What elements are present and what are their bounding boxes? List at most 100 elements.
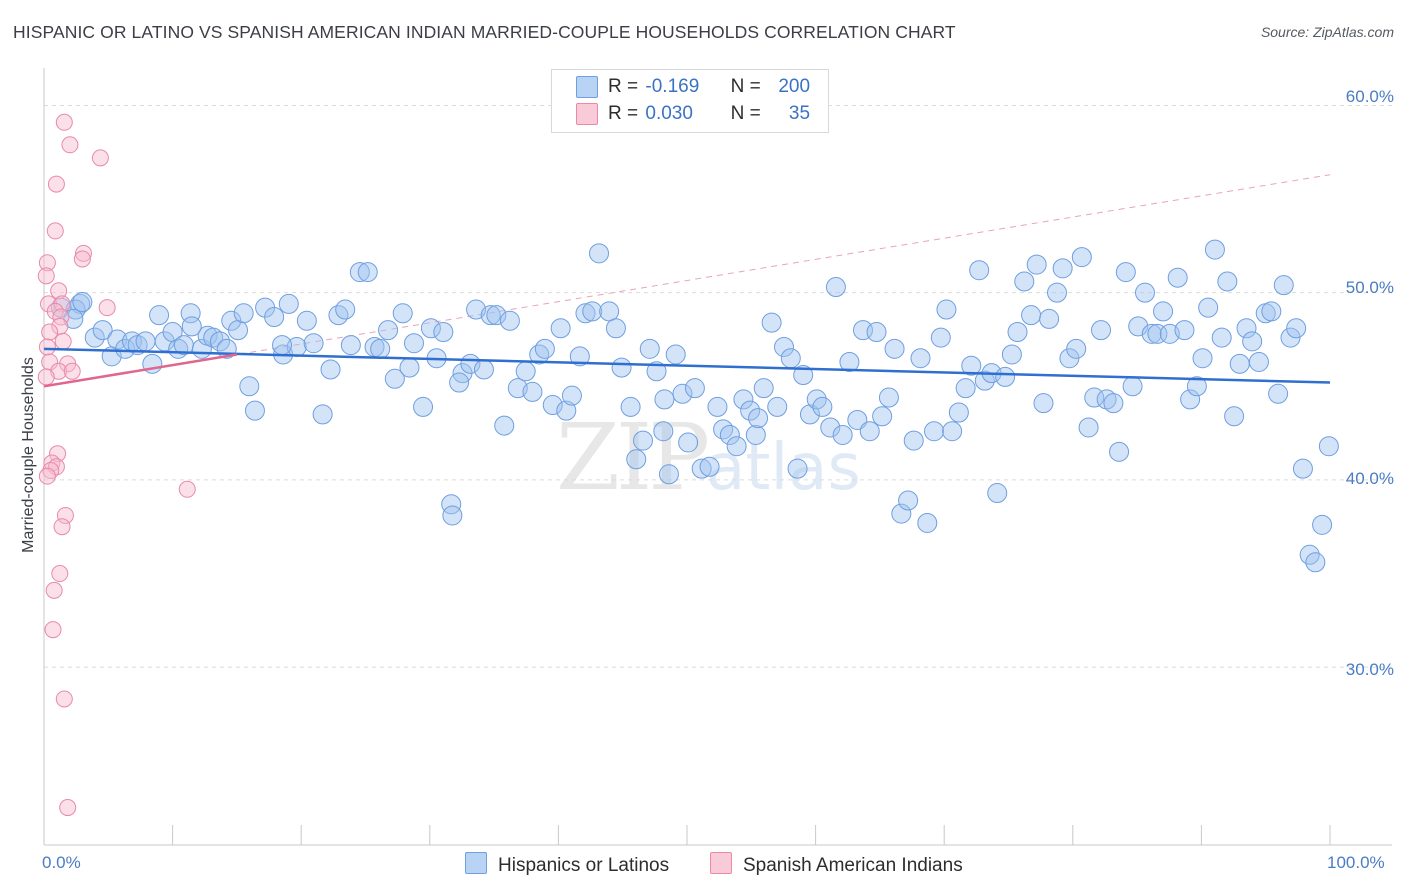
y-tick-label-50: 50.0% <box>1345 278 1394 297</box>
hispanic-point <box>328 305 349 326</box>
hispanic-point <box>969 260 990 281</box>
spanish-american-indian-point <box>74 244 92 262</box>
hispanic-point <box>1167 267 1188 288</box>
y-tick-label-60: 60.0% <box>1345 87 1394 106</box>
hispanic-point <box>678 432 699 453</box>
x-tick-label-0: 0.0% <box>42 853 81 872</box>
hispanic-point <box>872 406 893 427</box>
hispanic-point <box>1312 514 1333 535</box>
hispanic-point <box>72 292 93 313</box>
spanish-american-indian-point <box>50 282 68 300</box>
hispanic-point <box>1091 320 1112 341</box>
hispanic-point <box>181 316 202 337</box>
hispanic-point <box>832 424 853 445</box>
hispanic-point <box>866 321 887 342</box>
spanish-american-indian-point <box>37 267 55 285</box>
hispanic-point <box>626 449 647 470</box>
spanish-american-indian-point <box>37 368 55 386</box>
hispanic-point <box>793 365 814 386</box>
r-value: -0.169 <box>645 76 700 98</box>
hispanic-point <box>1280 327 1301 348</box>
bottom-legend-hispanic: Hispanics or Latinos <box>465 852 669 877</box>
hispanic-point <box>1211 327 1232 348</box>
pink-swatch <box>576 103 598 125</box>
spanish-american-indian-point <box>52 308 70 326</box>
hispanic-point <box>384 368 405 389</box>
hispanic-point <box>433 321 454 342</box>
hispanic-point <box>1229 353 1250 374</box>
hispanic-point <box>529 344 550 365</box>
hispanic-point <box>774 336 795 357</box>
hispanic-point <box>799 404 820 425</box>
hispanic-point <box>948 402 969 423</box>
hispanic-point <box>672 383 693 404</box>
hispanic-point <box>1001 344 1022 365</box>
hispanic-point <box>1047 282 1068 303</box>
chart-title: HISPANIC OR LATINO VS SPANISH AMERICAN I… <box>13 22 956 42</box>
hispanic-point <box>1066 338 1087 359</box>
hispanic-point <box>1115 262 1136 283</box>
hispanic-point <box>1318 436 1339 457</box>
hispanic-point <box>745 424 766 445</box>
hispanic-point <box>522 381 543 402</box>
hispanic-point <box>691 458 712 479</box>
hispanic-point <box>1198 297 1219 318</box>
hispanic-point <box>1052 258 1073 279</box>
hispanic-point <box>1109 441 1130 462</box>
hispanic-point <box>726 436 747 457</box>
correlation-legend: R = -0.169 N = 200 R = 0.030 N = 35 <box>551 69 829 133</box>
hispanic-point <box>733 389 754 410</box>
hispanic-point <box>335 299 356 320</box>
pink-trend-line <box>43 353 238 388</box>
hispanic-point <box>1192 348 1213 369</box>
hispanic-point <box>974 370 995 391</box>
hispanic-point <box>209 331 230 352</box>
hispanic-point <box>1084 387 1105 408</box>
hispanic-point <box>1096 389 1117 410</box>
hispanic-point <box>233 303 254 324</box>
spanish-american-indian-point <box>45 581 63 599</box>
hispanic-point <box>442 505 463 526</box>
spanish-american-indian-point <box>54 332 72 350</box>
legend-row-spanish-american-indian: R = 0.030 N = 35 <box>576 103 810 125</box>
hispanic-point <box>357 262 378 283</box>
hispanic-point <box>92 320 113 341</box>
hispanic-point <box>719 424 740 445</box>
hispanic-point <box>296 310 317 331</box>
hispanic-point <box>1286 318 1307 339</box>
zipatlas-watermark: ZIPatlas <box>556 404 861 511</box>
hispanic-point <box>494 415 515 436</box>
hispanic-point <box>707 396 728 417</box>
hispanic-point <box>320 359 341 380</box>
hispanic-point <box>1014 271 1035 292</box>
spanish-american-indian-point <box>61 136 79 154</box>
hispanic-point <box>264 307 285 328</box>
spanish-american-indian-point <box>63 362 81 380</box>
hispanic-point <box>149 305 170 326</box>
hispanic-point <box>441 494 462 515</box>
hispanic-point <box>1273 275 1294 296</box>
hispanic-point <box>1180 389 1201 410</box>
hispanic-point <box>1261 301 1282 322</box>
hispanic-point <box>699 456 720 477</box>
hispanic-point <box>569 346 590 367</box>
hispanic-point <box>1039 308 1060 329</box>
hispanic-point <box>891 503 912 524</box>
hispanic-point <box>1217 271 1238 292</box>
hispanic-point <box>135 331 156 352</box>
spanish-american-indian-point <box>38 467 56 485</box>
hispanic-point <box>115 338 136 359</box>
hispanic-point <box>561 385 582 406</box>
spanish-american-indian-point <box>41 323 59 341</box>
hispanic-point <box>859 421 880 442</box>
hispanic-point <box>203 327 224 348</box>
hispanic-point <box>1204 239 1225 260</box>
hispanic-point <box>898 490 919 511</box>
hispanic-point <box>239 376 260 397</box>
n-value: 35 <box>788 103 811 125</box>
hispanic-point <box>1242 331 1263 352</box>
y-tick-label-30: 30.0% <box>1345 660 1394 679</box>
hispanic-point <box>713 419 734 440</box>
hispanic-point <box>228 320 249 341</box>
